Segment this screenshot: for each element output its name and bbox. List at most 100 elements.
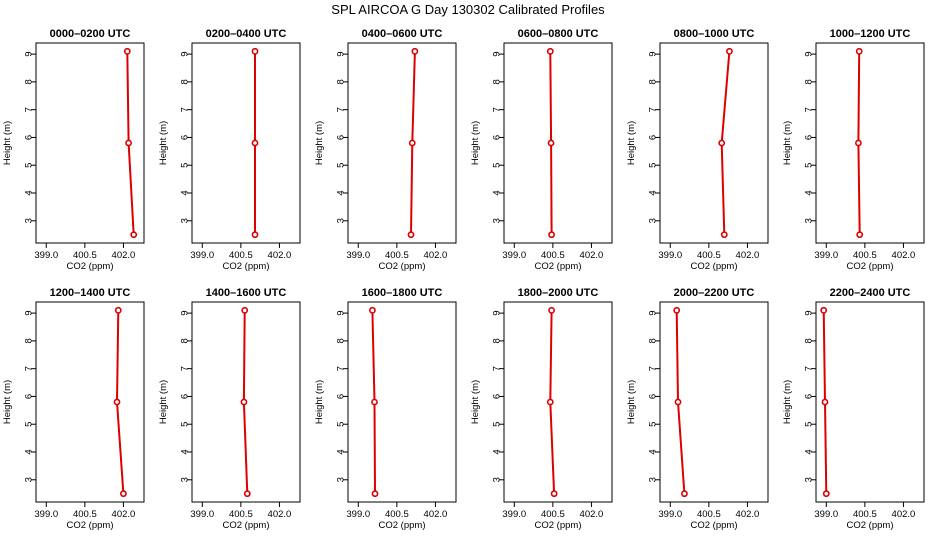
- y-tick-label: 7: [179, 366, 190, 371]
- x-axis-label: CO2 (ppm): [535, 520, 582, 531]
- data-point: [408, 139, 416, 147]
- y-tick-label: 9: [23, 310, 34, 315]
- y-tick-label: 7: [335, 366, 346, 371]
- y-tick-label: 9: [647, 51, 658, 56]
- y-axis-label: Height (m): [782, 121, 793, 165]
- y-axis-label: Height (m): [626, 380, 637, 424]
- y-tick-label: 6: [647, 135, 658, 140]
- data-point: [726, 47, 733, 55]
- y-axis-label: Height (m): [158, 380, 169, 424]
- y-tick-label: 4: [803, 190, 814, 195]
- y-axis-label: Height (m): [626, 121, 637, 165]
- x-tick-label: 402.0: [892, 509, 916, 520]
- y-tick-label: 9: [803, 51, 814, 56]
- x-axis-label: CO2 (ppm): [223, 261, 270, 272]
- plot-frame: [503, 301, 613, 503]
- y-tick-label: 5: [335, 163, 346, 168]
- data-point: [720, 231, 728, 239]
- y-axis-label: Height (m): [470, 380, 481, 424]
- y-tick-label: 6: [23, 135, 34, 140]
- plot-frame: [503, 42, 613, 244]
- plot-frame: [191, 42, 301, 244]
- y-tick-label: 8: [23, 79, 34, 84]
- y-tick-label: 8: [491, 79, 502, 84]
- x-tick-label: 399.0: [502, 250, 526, 261]
- x-tick-label: 399.0: [658, 509, 682, 520]
- y-tick-label: 8: [335, 338, 346, 343]
- y-tick-label: 3: [491, 218, 502, 223]
- y-tick-label: 4: [491, 449, 502, 454]
- y-tick-label: 4: [23, 449, 34, 454]
- y-tick-label: 6: [491, 394, 502, 399]
- y-tick-label: 8: [803, 79, 814, 84]
- y-tick-label: 4: [335, 449, 346, 454]
- y-tick-label: 7: [23, 107, 34, 112]
- y-axis-label: Height (m): [158, 121, 169, 165]
- data-point: [114, 306, 122, 314]
- data-point: [243, 490, 251, 498]
- y-tick-label: 4: [647, 449, 658, 454]
- y-tick-label: 9: [23, 51, 34, 56]
- x-tick-label: 402.0: [268, 509, 292, 520]
- x-tick-label: 402.0: [424, 509, 448, 520]
- x-tick-label: 399.0: [34, 509, 58, 520]
- x-tick-label: 402.0: [736, 509, 760, 520]
- data-point: [251, 47, 259, 55]
- y-tick-label: 7: [647, 366, 658, 371]
- x-tick-label: 400.5: [385, 250, 409, 261]
- y-tick-label: 3: [335, 477, 346, 482]
- data-point: [407, 231, 415, 239]
- data-point: [547, 139, 555, 147]
- y-tick-label: 5: [803, 163, 814, 168]
- data-point: [548, 231, 555, 239]
- plot-frame: [191, 301, 301, 503]
- data-point: [120, 490, 127, 498]
- x-tick-label: 400.5: [697, 509, 721, 520]
- y-tick-label: 4: [335, 190, 346, 195]
- data-point: [673, 306, 681, 314]
- y-tick-label: 5: [647, 163, 658, 168]
- data-point: [822, 490, 830, 498]
- x-axis-label: CO2 (ppm): [379, 520, 426, 531]
- y-tick-label: 4: [23, 190, 34, 195]
- x-axis-label: CO2 (ppm): [67, 520, 114, 531]
- y-tick-label: 5: [491, 163, 502, 168]
- y-tick-label: 9: [803, 310, 814, 315]
- y-tick-label: 4: [179, 190, 190, 195]
- panel-title: 1400–1600 UTC: [206, 287, 287, 299]
- panel-title: 0600–0800 UTC: [518, 28, 599, 40]
- x-tick-label: 400.5: [541, 509, 565, 520]
- y-tick-label: 9: [179, 51, 190, 56]
- y-tick-label: 7: [335, 107, 346, 112]
- x-axis-label: CO2 (ppm): [847, 261, 894, 272]
- panel-title: 0800–1000 UTC: [674, 28, 755, 40]
- y-axis-label: Height (m): [782, 380, 793, 424]
- y-tick-label: 6: [647, 394, 658, 399]
- x-tick-label: 402.0: [112, 250, 136, 261]
- x-tick-label: 399.0: [814, 250, 838, 261]
- data-point: [371, 398, 378, 406]
- y-tick-label: 7: [803, 366, 814, 371]
- y-tick-label: 9: [335, 51, 346, 56]
- x-tick-label: 399.0: [190, 509, 214, 520]
- plot-frame: [35, 301, 145, 503]
- y-tick-label: 6: [335, 135, 346, 140]
- data-point: [718, 139, 726, 147]
- y-tick-label: 3: [803, 477, 814, 482]
- x-tick-label: 399.0: [190, 250, 214, 261]
- data-point: [125, 139, 132, 147]
- x-axis-label: CO2 (ppm): [223, 520, 270, 531]
- data-point: [251, 231, 259, 239]
- panel-title: 0200–0400 UTC: [206, 28, 287, 40]
- data-point: [820, 306, 828, 314]
- data-point: [550, 490, 558, 498]
- data-point: [123, 47, 131, 55]
- y-tick-label: 6: [335, 394, 346, 399]
- x-tick-label: 400.5: [229, 250, 253, 261]
- x-tick-label: 399.0: [34, 250, 58, 261]
- y-tick-label: 9: [179, 310, 190, 315]
- y-axis-label: Height (m): [470, 121, 481, 165]
- y-tick-label: 8: [179, 79, 190, 84]
- y-tick-label: 6: [803, 135, 814, 140]
